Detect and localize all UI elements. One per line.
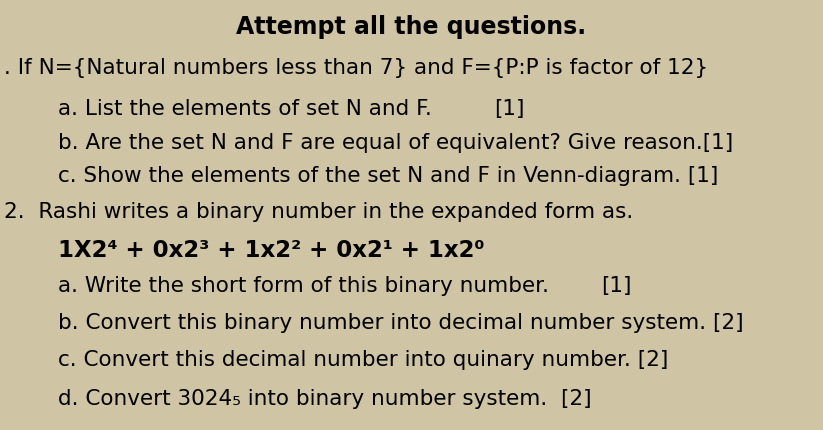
Text: [1]: [1] (494, 99, 524, 119)
Text: c. Convert this decimal number into quinary number. [2]: c. Convert this decimal number into quin… (58, 350, 668, 371)
Text: 1X2⁴ + 0x2³ + 1x2² + 0x2¹ + 1x2⁰: 1X2⁴ + 0x2³ + 1x2² + 0x2¹ + 1x2⁰ (58, 239, 484, 261)
Text: [1]: [1] (601, 276, 631, 296)
Text: a. List the elements of set N and F.: a. List the elements of set N and F. (58, 99, 431, 119)
Text: Attempt all the questions.: Attempt all the questions. (236, 15, 587, 39)
Text: d. Convert 3024₅ into binary number system.  [2]: d. Convert 3024₅ into binary number syst… (58, 389, 591, 409)
Text: . If N={Natural numbers less than 7} and F={P:P is factor of 12}: . If N={Natural numbers less than 7} and… (4, 58, 709, 78)
Text: 2.  Rashi writes a binary number in the expanded form as.: 2. Rashi writes a binary number in the e… (4, 202, 634, 222)
Text: b. Convert this binary number into decimal number system. [2]: b. Convert this binary number into decim… (58, 313, 743, 333)
Text: a. Write the short form of this binary number.: a. Write the short form of this binary n… (58, 276, 549, 296)
Text: c. Show the elements of the set N and F in Venn-diagram. [1]: c. Show the elements of the set N and F … (58, 166, 718, 187)
Text: b. Are the set N and F are equal of equivalent? Give reason.[1]: b. Are the set N and F are equal of equi… (58, 133, 732, 154)
